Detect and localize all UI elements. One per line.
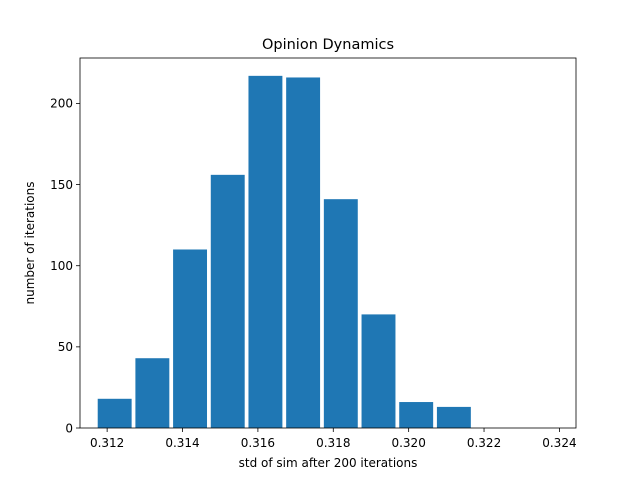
x-tick-label: 0.318 [316, 436, 350, 450]
y-axis-ticks: 0 50 100 150 200 [50, 97, 80, 435]
x-tick-label: 0.316 [241, 436, 275, 450]
y-tick-label: 0 [65, 421, 73, 435]
plot-frame [79, 57, 577, 429]
histogram-bar-6 [323, 199, 358, 428]
histogram-bar-3 [210, 174, 245, 428]
histogram-bar-1 [135, 358, 170, 428]
bars-group [97, 75, 471, 428]
x-axis-label: std of sim after 200 iterations [239, 456, 418, 470]
histogram-bar-9 [436, 406, 471, 428]
y-tick-label: 200 [50, 97, 73, 111]
x-tick-label: 0.312 [90, 436, 124, 450]
y-tick-label: 50 [58, 340, 73, 354]
histogram-bar-5 [286, 77, 321, 428]
x-tick-label: 0.322 [467, 436, 501, 450]
histogram-bar-0 [97, 398, 132, 428]
x-axis-ticks: 0.312 0.314 0.316 0.318 0.320 0.322 0.324 [90, 428, 577, 450]
x-tick-label: 0.324 [542, 436, 576, 450]
x-tick-label: 0.320 [391, 436, 425, 450]
histogram-bar-2 [173, 249, 208, 428]
histogram-bar-7 [361, 314, 396, 428]
y-tick-label: 100 [50, 259, 73, 273]
chart-title: Opinion Dynamics [262, 37, 394, 53]
histogram-bar-8 [399, 402, 434, 428]
x-tick-label: 0.314 [165, 436, 199, 450]
histogram-bar-4 [248, 75, 283, 428]
y-axis-label: number of iterations [23, 182, 37, 305]
y-tick-label: 150 [50, 178, 73, 192]
